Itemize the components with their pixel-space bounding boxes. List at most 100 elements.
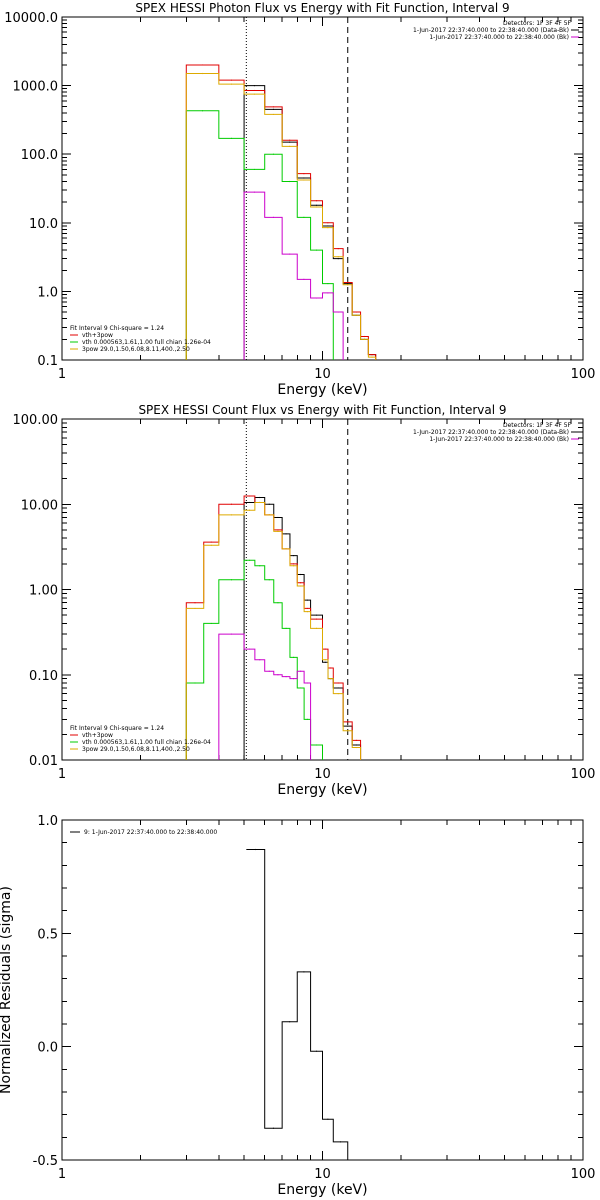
data-point xyxy=(327,227,329,229)
data-point xyxy=(268,514,270,516)
data-point xyxy=(272,108,275,110)
data-point xyxy=(355,314,357,316)
legend-entry: vth+3pow xyxy=(82,732,113,739)
data-point xyxy=(330,667,332,669)
series-background-line xyxy=(218,633,312,760)
series-thermal-line xyxy=(185,559,323,760)
data-point xyxy=(303,173,305,175)
data-point xyxy=(306,611,308,613)
data-point xyxy=(201,64,204,66)
y-tick-label: -0.5 xyxy=(33,1154,58,1169)
data-point xyxy=(259,565,261,567)
data-point xyxy=(277,602,279,604)
data-point xyxy=(327,282,329,285)
data-point xyxy=(289,180,291,183)
data-point xyxy=(253,89,255,92)
data-point xyxy=(337,693,339,695)
data-point xyxy=(347,281,349,284)
data-point xyxy=(315,249,318,251)
data-point xyxy=(315,1050,318,1052)
data-point xyxy=(268,503,270,505)
legend-entry: vth+3pow xyxy=(82,332,113,339)
series-thermal xyxy=(185,110,334,360)
data-point xyxy=(303,278,305,280)
data-point xyxy=(327,292,329,294)
data-point xyxy=(355,739,357,741)
data-point xyxy=(347,725,349,727)
data-point xyxy=(337,258,339,260)
series-thermal-line xyxy=(185,110,334,360)
data-point xyxy=(306,718,308,720)
legend-bottom: Fit Interval 9 Chi-square = 1.24vth+3pow… xyxy=(70,325,211,353)
series-data-line xyxy=(246,848,349,1160)
data-point xyxy=(248,648,251,650)
data-point xyxy=(363,335,366,338)
data-point xyxy=(306,607,308,610)
data-point xyxy=(230,503,233,505)
y-axis: 0.1 1.0 10.0 100.0 1000.0 10000.0 xyxy=(4,11,583,369)
data-point xyxy=(347,284,349,286)
data-point xyxy=(194,607,196,610)
data-point xyxy=(315,206,318,208)
legend-entry: vth 0.000563,1.61,1.00 full chian 1.26e-… xyxy=(82,739,211,746)
y-tick-label: 1000.0 xyxy=(13,80,59,95)
x-tick-label: 10 xyxy=(314,767,331,782)
series-data xyxy=(246,848,349,1160)
data-point xyxy=(272,113,275,116)
data-point xyxy=(201,110,204,112)
data-point xyxy=(259,659,261,661)
y-tick-label: 10000.0 xyxy=(4,11,58,26)
data-point xyxy=(315,614,318,616)
y-tick-label: 0.01 xyxy=(29,754,58,769)
data-point xyxy=(253,93,255,95)
data-point xyxy=(337,248,339,250)
chart-title: SPEX HESSI Photon Flux vs Energy with Fi… xyxy=(135,1,509,15)
data-point xyxy=(306,599,308,601)
y-axis-label: Normalized Residuals (sigma) xyxy=(0,886,14,1094)
data-point xyxy=(272,216,275,218)
data-point xyxy=(248,509,251,511)
series-powerlaw-line xyxy=(185,501,362,760)
data-point xyxy=(259,501,261,504)
y-tick-label: 1.00 xyxy=(29,584,58,599)
data-point xyxy=(315,204,318,206)
data-point xyxy=(248,501,251,504)
data-point xyxy=(303,971,305,973)
x-tick-label: 10 xyxy=(314,367,331,382)
y-tick-label: 1.0 xyxy=(37,814,58,829)
data-point xyxy=(194,682,196,684)
data-point xyxy=(355,746,357,749)
y-tick-label: 100.00 xyxy=(13,413,59,428)
data-point xyxy=(201,72,204,75)
plot-frame xyxy=(61,16,584,361)
data-point xyxy=(277,516,279,519)
data-point xyxy=(289,141,291,143)
data-point xyxy=(327,1118,329,1120)
x-axis-label: Energy (keV) xyxy=(277,782,367,798)
data-point xyxy=(289,1021,291,1023)
series-background-line xyxy=(243,191,344,360)
data-point xyxy=(300,585,302,587)
x-tick-label: 1 xyxy=(58,367,66,382)
x-tick-label: 1 xyxy=(58,767,66,782)
data-point xyxy=(277,530,279,533)
data-point xyxy=(315,627,318,629)
panel-1: SPEX HESSI Photon Flux vs Energy with Fi… xyxy=(4,1,595,398)
x-axis-label: Energy (keV) xyxy=(277,1182,367,1198)
series-data-line xyxy=(243,85,377,360)
data-point xyxy=(210,622,212,625)
data-point xyxy=(230,137,233,139)
y-tick-label: 10.0 xyxy=(29,217,58,232)
data-point xyxy=(300,573,302,576)
data-point xyxy=(337,256,339,258)
data-point xyxy=(272,1127,275,1129)
legend-entry: 9: 1-Jun-2017 22:37:40.000 to 22:38:40.0… xyxy=(84,829,217,836)
legend-top: Detectors: 1F 3F 4F 5F1-Jun-2017 22:37:4… xyxy=(413,422,579,443)
y-axis: 0.01 0.10 1.00 10.00 100.00 xyxy=(13,413,583,769)
data-point xyxy=(327,222,329,224)
fit-info: Fit Interval 9 Chi-square = 1.24 xyxy=(70,325,164,332)
panel-3: 1 10 100 Energy (keV) -0.5 0.0 0.5 1.0 Normalize… xyxy=(0,814,595,1198)
data-point xyxy=(315,744,318,746)
data-point xyxy=(259,496,261,499)
data-point xyxy=(300,687,302,689)
